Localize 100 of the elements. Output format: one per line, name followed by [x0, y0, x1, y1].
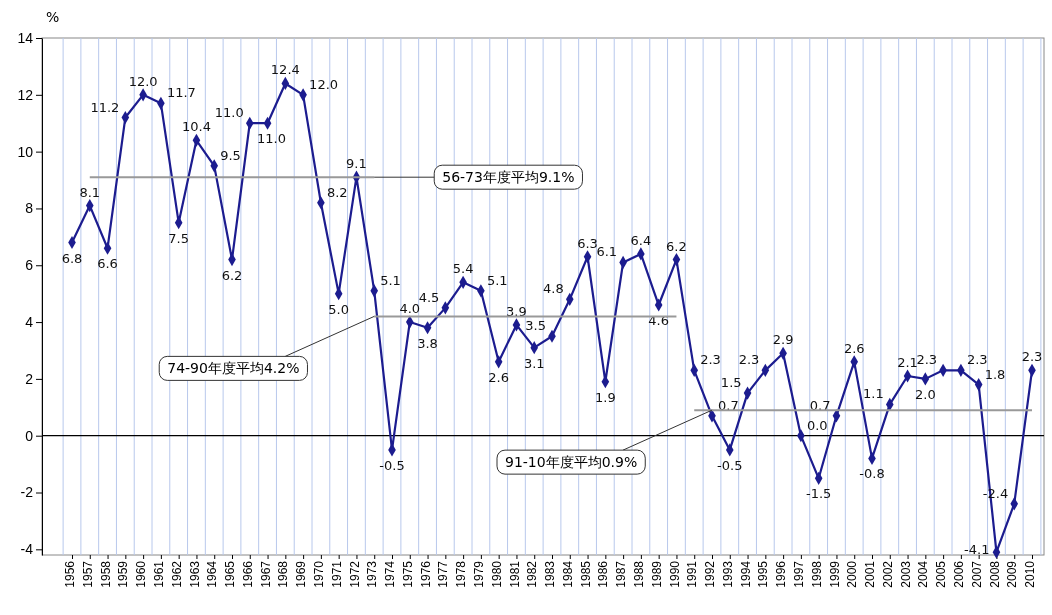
x-tick-label: 1958	[98, 560, 113, 588]
x-tick-label: 1969	[294, 560, 309, 588]
y-tick-label: 2	[25, 370, 34, 387]
x-tick-label: 1993	[720, 560, 735, 588]
x-tick-label: 1966	[240, 560, 255, 588]
x-tick-label: 1988	[631, 560, 646, 588]
x-tick-label: 1998	[809, 560, 824, 588]
x-tick-label: 1999	[827, 560, 842, 588]
x-tick-label: 1961	[151, 560, 166, 588]
data-label: 6.6	[97, 256, 118, 272]
data-label: 2.9	[772, 332, 794, 348]
data-label: 9.1	[346, 156, 367, 172]
data-label: 12.0	[128, 73, 158, 89]
data-label: 7.5	[168, 230, 190, 246]
data-label: -1.5	[805, 486, 832, 502]
data-label: 3.9	[506, 303, 527, 319]
data-label: 3.1	[523, 355, 545, 371]
data-label: 2.3	[966, 352, 988, 368]
data-label: 2.6	[843, 340, 865, 356]
data-label: 3.5	[525, 318, 546, 334]
data-label: 12.4	[270, 62, 300, 78]
data-label: 2.3	[738, 352, 760, 368]
x-tick-label: 2010	[1023, 560, 1038, 588]
y-tick-label: 4	[25, 314, 34, 331]
y-tick-label: -2	[20, 484, 34, 501]
y-tick-label: -4	[20, 541, 34, 558]
x-tick-label: 1963	[187, 560, 202, 588]
x-tick-label: 1986	[596, 560, 611, 588]
x-tick-label: 1960	[134, 560, 149, 588]
y-tick-label: 12	[17, 86, 34, 103]
x-tick-label: 1972	[347, 560, 362, 588]
x-tick-label: 1978	[454, 560, 469, 588]
x-tick-label: 1980	[489, 560, 504, 588]
data-label: 8.2	[326, 184, 348, 200]
y-tick-label: 0	[25, 427, 34, 444]
x-tick-label: 1957	[80, 560, 95, 588]
x-tick-label: 2007	[969, 560, 984, 588]
x-tick-label: 1981	[507, 560, 522, 588]
x-tick-label: 1965	[223, 560, 238, 588]
x-tick-label: 1995	[756, 560, 771, 588]
data-label: 5.0	[328, 301, 350, 317]
x-tick-label: 1997	[791, 560, 806, 588]
x-tick-label: 2002	[880, 560, 895, 588]
annotation: 91-10年度平均0.9%	[505, 454, 638, 471]
data-label: 11.7	[166, 85, 196, 101]
data-label: 4.8	[543, 281, 564, 297]
x-tick-label: 1979	[471, 560, 486, 588]
data-label: 11.0	[214, 105, 244, 121]
y-tick-label: 6	[25, 257, 34, 274]
data-label: 5.1	[380, 272, 401, 288]
x-tick-label: 1984	[560, 560, 575, 588]
data-label: 11.0	[257, 131, 287, 147]
x-tick-label: 1985	[578, 560, 593, 588]
x-tick-label: 1975	[400, 560, 415, 588]
data-label: 12.0	[309, 76, 339, 92]
data-label: 9.5	[220, 147, 241, 163]
x-tick-label: 1989	[649, 560, 664, 588]
data-label: 2.1	[897, 355, 918, 371]
data-label: 6.2	[666, 238, 687, 254]
x-tick-label: 1982	[525, 560, 540, 588]
data-label: 6.2	[221, 267, 243, 283]
data-label: 0.0	[806, 417, 828, 433]
x-tick-label: 1964	[205, 560, 220, 588]
x-tick-label: 2004	[916, 560, 931, 588]
data-label: 10.4	[181, 119, 211, 135]
data-label: 6.3	[577, 235, 598, 251]
x-tick-label: 1974	[383, 560, 398, 588]
x-tick-label: 1987	[614, 560, 629, 588]
data-label: 4.0	[399, 301, 421, 317]
x-tick-label: 2006	[951, 560, 966, 588]
data-label: -0.8	[859, 466, 885, 482]
x-tick-label: 2008	[987, 560, 1002, 588]
data-label: 1.8	[984, 366, 1006, 382]
data-label: 8.1	[79, 184, 101, 200]
x-tick-label: 1977	[436, 560, 451, 588]
data-label: 1.9	[594, 389, 616, 405]
x-tick-label: 1990	[667, 560, 682, 588]
data-label: 2.0	[914, 386, 936, 402]
x-tick-label: 2005	[934, 560, 949, 588]
y-tick-label: 10	[17, 143, 34, 160]
x-tick-label: 1973	[365, 560, 380, 588]
data-label: -0.5	[717, 457, 743, 473]
data-label: 3.8	[417, 335, 438, 351]
data-label: 6.1	[596, 244, 618, 260]
data-label: 11.2	[90, 99, 120, 115]
x-tick-label: 1992	[703, 560, 718, 588]
annotation: 56-73年度平均9.1%	[442, 169, 575, 186]
x-tick-label: 2003	[898, 560, 913, 588]
data-label: 2.3	[916, 352, 938, 368]
x-tick-label: 2009	[1005, 560, 1020, 588]
data-label: -0.5	[379, 457, 405, 473]
data-label: 0.7	[809, 397, 831, 413]
data-label: 5.1	[486, 272, 508, 288]
x-tick-label: 1956	[63, 560, 78, 588]
data-label: 2.6	[488, 369, 510, 385]
data-label: 5.4	[452, 261, 474, 277]
data-label: 1.5	[720, 375, 742, 391]
annotation: 74-90年度平均4.2%	[167, 360, 300, 377]
y-axis-title: %	[46, 9, 60, 25]
data-label: 2.3	[1021, 349, 1043, 365]
